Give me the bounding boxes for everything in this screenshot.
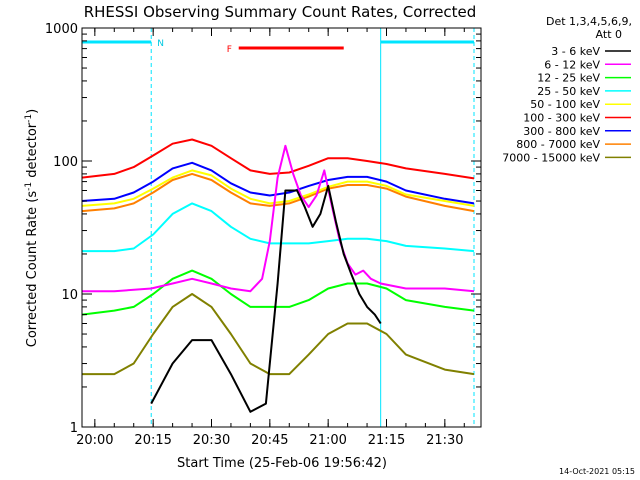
x-tick-label: 20:45: [251, 433, 288, 448]
legend-att: Att 0: [596, 28, 622, 41]
legend-header: Det 1,3,4,5,6,9,: [546, 15, 632, 28]
legend-label: 300 - 800 keV: [523, 125, 600, 138]
series-line: [150, 184, 382, 413]
legend-label: 50 - 100 keV: [530, 98, 600, 111]
legend-label: 25 - 50 keV: [537, 85, 600, 98]
plot-frame: [81, 27, 482, 428]
y-tick-label: 100: [53, 155, 78, 170]
series-line: [81, 161, 475, 205]
x-tick-label: 21:30: [426, 433, 463, 448]
night-label: N: [157, 39, 164, 49]
series-line: [81, 138, 475, 180]
y-axis-label: Corrected Count Rate (s-1 detector-1): [24, 109, 40, 347]
legend-label: 12 - 25 keV: [537, 72, 600, 85]
x-tick-label: 20:00: [76, 433, 113, 448]
x-tick-label: 21:15: [368, 433, 405, 448]
series-line: [82, 202, 475, 253]
legend-label: 3 - 6 keV: [551, 45, 600, 58]
x-tick-label: 21:00: [309, 433, 346, 448]
x-tick-label: 20:30: [193, 433, 230, 448]
night-indicators: NF: [82, 28, 475, 427]
series-line: [82, 144, 475, 293]
y-tick-label: 1: [70, 421, 78, 436]
legend-label: 100 - 300 keV: [523, 112, 600, 125]
x-axis-label: Start Time (25-Feb-06 19:56:42): [177, 456, 387, 471]
legend-label: 6 - 12 keV: [544, 58, 600, 71]
y-tick-label: 10: [61, 288, 78, 303]
series-line: [81, 269, 475, 316]
legend-label: 800 - 7000 keV: [516, 138, 600, 151]
series-line: [81, 172, 475, 213]
axis-ticks: 20:00 20:15 20:30 20:45 21:00 21:15 21:30 1 10 10…: [45, 22, 481, 448]
timestamp: 14-Oct-2021 05:15: [559, 467, 635, 476]
series-lines: [81, 138, 475, 413]
legend-label: 7000 - 15000 keV: [502, 151, 600, 164]
flare-label: F: [227, 45, 232, 55]
chart-title: RHESSI Observing Summary Count Rates, Co…: [84, 3, 477, 21]
x-tick-label: 20:15: [134, 433, 171, 448]
series-line: [81, 169, 475, 207]
y-tick-label: 1000: [45, 22, 78, 37]
series-line: [82, 293, 475, 376]
